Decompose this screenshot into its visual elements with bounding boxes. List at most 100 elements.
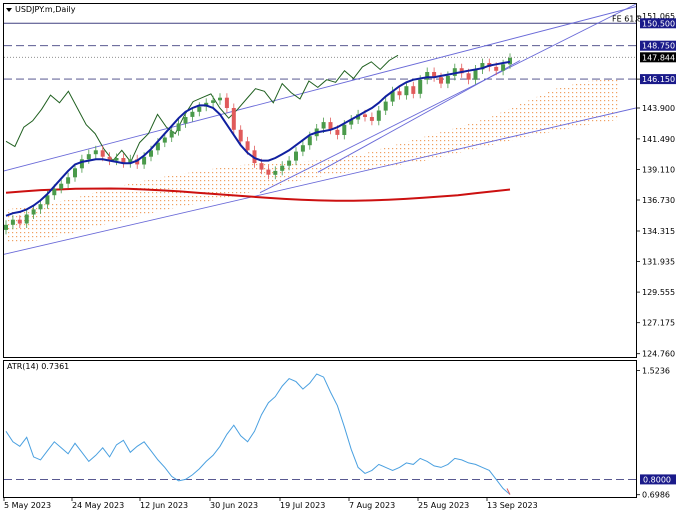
atr-panel-frame: [3, 360, 637, 498]
atr-tick-label: 1.5236: [642, 367, 670, 376]
candle[interactable]: [508, 53, 512, 69]
price-plot: [3, 3, 637, 255]
price-tick-label: 129.555: [642, 288, 675, 297]
candle[interactable]: [376, 106, 381, 126]
trendline-support[interactable]: [317, 60, 521, 173]
candle[interactable]: [218, 93, 222, 105]
atr-level-label: 0.8000: [643, 475, 671, 484]
candle[interactable]: [273, 166, 278, 180]
trendline-steep[interactable]: [259, 3, 637, 194]
x-tick-label: 7 Aug 2023: [349, 501, 395, 510]
slow-ma-line[interactable]: [5, 187, 511, 202]
candle[interactable]: [425, 67, 430, 85]
candle[interactable]: [107, 152, 112, 166]
lagging-span-line[interactable]: [5, 54, 399, 163]
price-tick-label: 124.760: [642, 350, 675, 359]
level-label-147.844: 147.844: [642, 53, 675, 62]
candle[interactable]: [17, 215, 22, 228]
x-tick-label: 25 Aug 2023: [418, 501, 469, 510]
price-tick-label: 143.900: [642, 104, 675, 113]
level-label-box-146.150: [640, 74, 676, 85]
candle[interactable]: [190, 107, 195, 122]
candle[interactable]: [231, 103, 236, 135]
axis-labels: 151.065 146.150 143.900 141.490 139.110 136.7…: [3, 12, 676, 510]
x-tick-label: 12 Jun 2023: [140, 501, 188, 510]
candle[interactable]: [349, 115, 354, 130]
level-label-box-148.750: [640, 40, 676, 51]
candle[interactable]: [66, 172, 71, 189]
x-tick-label: 5 May 2023: [4, 501, 51, 510]
atr-plot: [4, 373, 636, 495]
chart-title: USDJPY.m,Daily: [15, 5, 76, 14]
x-tick-label: 13 Sep 2023: [487, 501, 538, 510]
candle[interactable]: [369, 112, 374, 126]
level-label-box-150.500: [640, 18, 676, 29]
candle[interactable]: [266, 165, 271, 180]
candle[interactable]: [328, 117, 333, 135]
price-tick-label: 139.110: [642, 166, 675, 175]
chart-title-group: USDJPY.m,Daily: [6, 5, 76, 14]
candle[interactable]: [73, 163, 77, 182]
candle[interactable]: [135, 154, 140, 169]
atr-level-label-box: [640, 474, 676, 485]
candle[interactable]: [93, 145, 98, 159]
candle[interactable]: [238, 125, 243, 146]
price-tick-label: 141.490: [642, 135, 675, 144]
candle[interactable]: [252, 145, 257, 168]
ichimoku-cloud: [6, 78, 620, 244]
price-tick-label: 151.065: [642, 12, 675, 21]
candle[interactable]: [452, 63, 457, 81]
level-label-148.750: 148.750: [642, 42, 675, 51]
candle[interactable]: [280, 161, 285, 176]
price-panel-frame: [3, 3, 637, 358]
candle[interactable]: [294, 147, 298, 166]
candle[interactable]: [24, 210, 29, 228]
fast-ma-line[interactable]: [5, 60, 511, 217]
candle[interactable]: [390, 86, 395, 106]
level-label-150.500: 150.500: [642, 19, 675, 28]
candle[interactable]: [79, 154, 84, 173]
candle[interactable]: [383, 97, 388, 115]
candle[interactable]: [38, 199, 43, 214]
candle[interactable]: [59, 179, 64, 194]
candle[interactable]: [10, 215, 15, 230]
candle[interactable]: [211, 95, 216, 108]
candle[interactable]: [480, 58, 485, 74]
fe-level-label: FE 61.8: [612, 14, 642, 23]
channel-lower-line[interactable]: [3, 107, 637, 255]
atr-line[interactable]: [5, 373, 511, 495]
candle[interactable]: [176, 118, 181, 136]
candle[interactable]: [183, 112, 188, 128]
atr-last-segment: [506, 488, 511, 495]
x-tick-label: 19 Jul 2023: [280, 501, 325, 510]
candle[interactable]: [169, 126, 174, 142]
candle[interactable]: [287, 156, 292, 171]
candle[interactable]: [459, 63, 464, 78]
price-tick-label: 127.175: [642, 319, 675, 328]
candle[interactable]: [404, 81, 409, 100]
candle[interactable]: [31, 204, 36, 219]
price-tick-label: 131.935: [642, 258, 675, 267]
candle[interactable]: [397, 86, 402, 100]
x-tick-label: 24 May 2023: [72, 501, 124, 510]
candle[interactable]: [162, 133, 167, 148]
x-tick-label: 30 Jun 2023: [210, 501, 258, 510]
candle[interactable]: [356, 109, 361, 124]
candle[interactable]: [128, 154, 133, 168]
atr-tick-label: 0.6986: [642, 491, 670, 500]
candle[interactable]: [473, 65, 478, 85]
candle[interactable]: [114, 153, 119, 166]
candle[interactable]: [432, 67, 437, 82]
level-label-146.150: 146.150: [642, 75, 675, 84]
price-tick-label: 134.315: [642, 227, 675, 236]
channel-upper-line[interactable]: [3, 6, 637, 172]
candle[interactable]: [300, 140, 305, 157]
level-label-box-147.844: [640, 52, 676, 63]
candle[interactable]: [411, 81, 416, 99]
candle[interactable]: [121, 153, 126, 168]
candle[interactable]: [224, 93, 229, 113]
collapse-triangle-icon[interactable]: [6, 8, 12, 12]
candle[interactable]: [4, 220, 8, 235]
price-tick-label: 136.730: [642, 196, 675, 205]
